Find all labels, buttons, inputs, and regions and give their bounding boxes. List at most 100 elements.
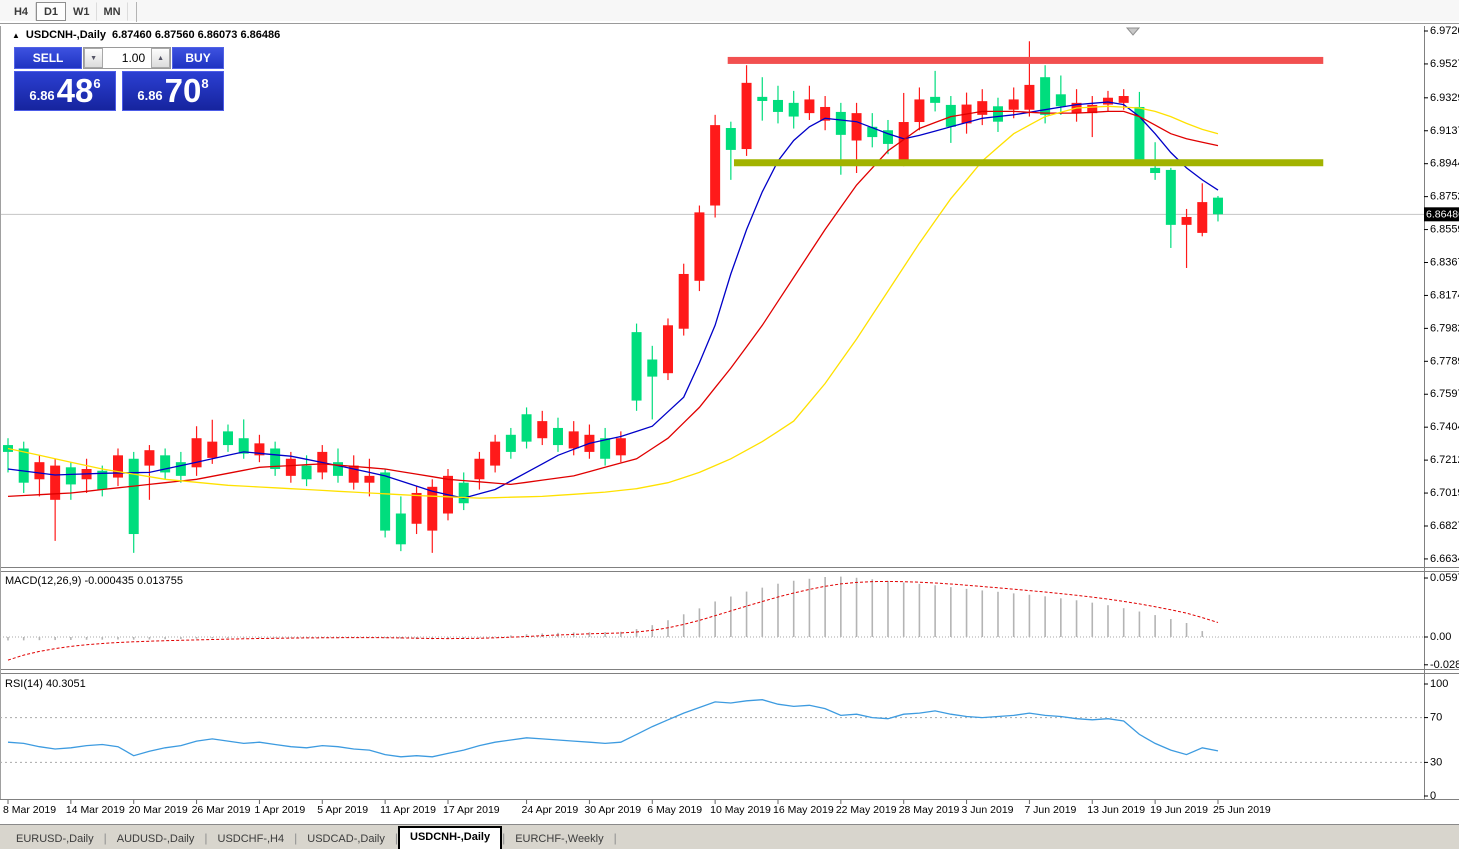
symbol-info: ▲ USDCNH-,Daily 6.87460 6.87560 6.86073 … [12, 29, 280, 41]
candle-body [505, 434, 516, 452]
candle-body [1181, 216, 1192, 225]
timeframe-mn-button[interactable]: MN [97, 2, 128, 21]
ma-medium-red [7, 110, 1219, 498]
toolbar-separator [135, 1, 137, 22]
candle-body [175, 462, 186, 476]
date-label: 13 Jun 2019 [1087, 804, 1145, 816]
price-axis-label: 6.75970 [1430, 388, 1459, 400]
candle-body [364, 475, 375, 483]
rsi-pane: 100 70 30 0 [0, 678, 1448, 802]
candle-body [710, 125, 721, 206]
candle-body [757, 96, 768, 101]
date-label: 24 Apr 2019 [522, 804, 579, 816]
tab-separator: | [204, 831, 208, 845]
macd-signal-line [7, 580, 1219, 661]
date-label: 19 Jun 2019 [1150, 804, 1208, 816]
candle-body [521, 414, 532, 442]
resistance-line [727, 56, 1324, 64]
rsi-axis-label: 0 [1430, 790, 1436, 802]
timeframe-h4-button[interactable]: H4 [6, 2, 36, 21]
macd-axis-label: 0.00 [1430, 631, 1451, 643]
price-axis-label: 6.93295 [1430, 92, 1459, 104]
buy-price-prefix: 6.86 [137, 88, 163, 103]
candle-body [1024, 84, 1035, 110]
volume-increase-icon[interactable]: ▲ [151, 48, 171, 68]
candle-body [18, 448, 29, 483]
date-label: 3 Jun 2019 [962, 804, 1014, 816]
candle-body [741, 82, 752, 150]
candle-body [600, 438, 611, 459]
candle-body [647, 359, 658, 377]
candle-body [144, 450, 155, 466]
tab-usdcnh-daily[interactable]: USDCNH-,Daily [398, 826, 503, 849]
date-label: 10 May 2019 [710, 804, 771, 816]
tab-eurchf-weekly[interactable]: EURCHF-,Weekly [515, 833, 604, 845]
price-axis-label: 6.74045 [1430, 421, 1459, 433]
ma-fast-blue [7, 101, 1219, 499]
volume-decrease-icon[interactable]: ▼ [84, 48, 104, 68]
candle-body [411, 492, 422, 524]
candle-body [301, 465, 312, 480]
sell-price-big: 48 [56, 72, 94, 109]
tab-separator: | [394, 831, 398, 845]
candles-layer [3, 41, 1223, 553]
candle-body [977, 101, 988, 115]
price-axis-label: 6.68270 [1430, 520, 1459, 532]
candle-body [1102, 97, 1113, 105]
price-axis-label: 6.97200 [1430, 25, 1459, 37]
date-label: 8 Mar 2019 [3, 804, 56, 816]
chart-tabs-bar: EURUSD-,Daily | AUDUSD-,Daily | USDCHF-,H4 | U… [0, 824, 1459, 849]
candle-body [332, 462, 343, 476]
price-axis-label: 6.91370 [1430, 125, 1459, 137]
candle-body [112, 455, 123, 478]
tab-separator: | [103, 831, 107, 845]
buy-price-tile[interactable]: 6.86 70 8 [122, 71, 224, 111]
price-axis-label: 6.77895 [1430, 355, 1459, 367]
price-axis-label: 6.70195 [1430, 487, 1459, 499]
volume-stepper: ▼ ▲ [83, 47, 172, 69]
volume-input[interactable] [103, 48, 152, 68]
buy-price-big: 70 [164, 72, 202, 109]
tab-audusd-daily[interactable]: AUDUSD-,Daily [116, 833, 195, 845]
candle-body [788, 102, 799, 117]
price-axis: 6.97200 6.95275 6.93295 6.91370 6.89445 6.875… [1424, 25, 1459, 565]
timeframe-w1-button[interactable]: W1 [66, 2, 97, 21]
date-label: 28 May 2019 [899, 804, 960, 816]
symbol-ohlc: 6.87460 6.87560 6.86073 6.86486 [112, 29, 281, 41]
rsi-axis-label: 70 [1430, 712, 1442, 724]
candle-body [380, 472, 391, 531]
candle-body [34, 462, 45, 480]
ma-slow-yellow [7, 105, 1219, 499]
sell-price-prefix: 6.86 [29, 88, 55, 103]
sell-price-tile[interactable]: 6.86 48 6 [14, 71, 116, 111]
candle-body [694, 212, 705, 281]
candle-body [678, 273, 689, 329]
candle-body [867, 126, 878, 138]
candle-body [1134, 106, 1145, 163]
rsi-label: RSI(14) 40.3051 [5, 678, 86, 690]
time-axis: 8 Mar 2019 14 Mar 2019 20 Mar 2019 26 Mar 2… [3, 800, 1271, 816]
candle-body [537, 421, 548, 439]
candle-body [725, 128, 736, 150]
tab-eurusd-daily[interactable]: EURUSD-,Daily [16, 833, 94, 845]
candle-body [348, 465, 359, 483]
candle-body [254, 443, 265, 456]
candle-body [804, 99, 815, 114]
collapse-panel-icon[interactable]: ▲ [12, 30, 20, 40]
buy-button[interactable]: BUY [172, 47, 224, 69]
chart-area[interactable]: 6.97200 6.95275 6.93295 6.91370 6.89445 6.875… [0, 0, 1459, 824]
candle-body [631, 332, 642, 401]
tab-usdcad-daily[interactable]: USDCAD-,Daily [307, 833, 385, 845]
candle-body [820, 106, 831, 121]
rsi-axis-label: 30 [1430, 756, 1442, 768]
date-label: 6 May 2019 [647, 804, 702, 816]
timeframe-toolbar: H4 D1 W1 MN [0, 0, 1459, 24]
tab-usdchf-h4[interactable]: USDCHF-,H4 [217, 833, 285, 845]
price-axis-label: 6.72120 [1430, 454, 1459, 466]
timeframe-d1-button[interactable]: D1 [36, 2, 66, 21]
candle-body [851, 113, 862, 141]
candle-body [1040, 77, 1051, 115]
candle-body [615, 438, 626, 456]
sell-button[interactable]: SELL [14, 47, 83, 69]
one-click-trade-panel: SELL ▼ ▲ BUY 6.86 48 6 6.86 70 8 [14, 47, 224, 111]
